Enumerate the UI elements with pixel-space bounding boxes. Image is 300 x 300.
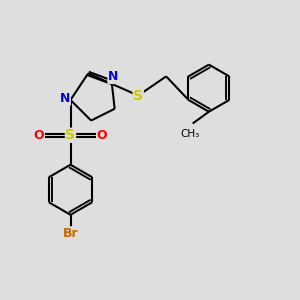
Text: Br: Br — [63, 227, 78, 240]
Text: O: O — [97, 129, 107, 142]
Text: O: O — [34, 129, 44, 142]
Text: S: S — [65, 128, 76, 142]
Text: CH₃: CH₃ — [181, 129, 200, 139]
Text: N: N — [60, 92, 70, 105]
Text: S: S — [133, 88, 143, 103]
Text: N: N — [108, 70, 119, 83]
